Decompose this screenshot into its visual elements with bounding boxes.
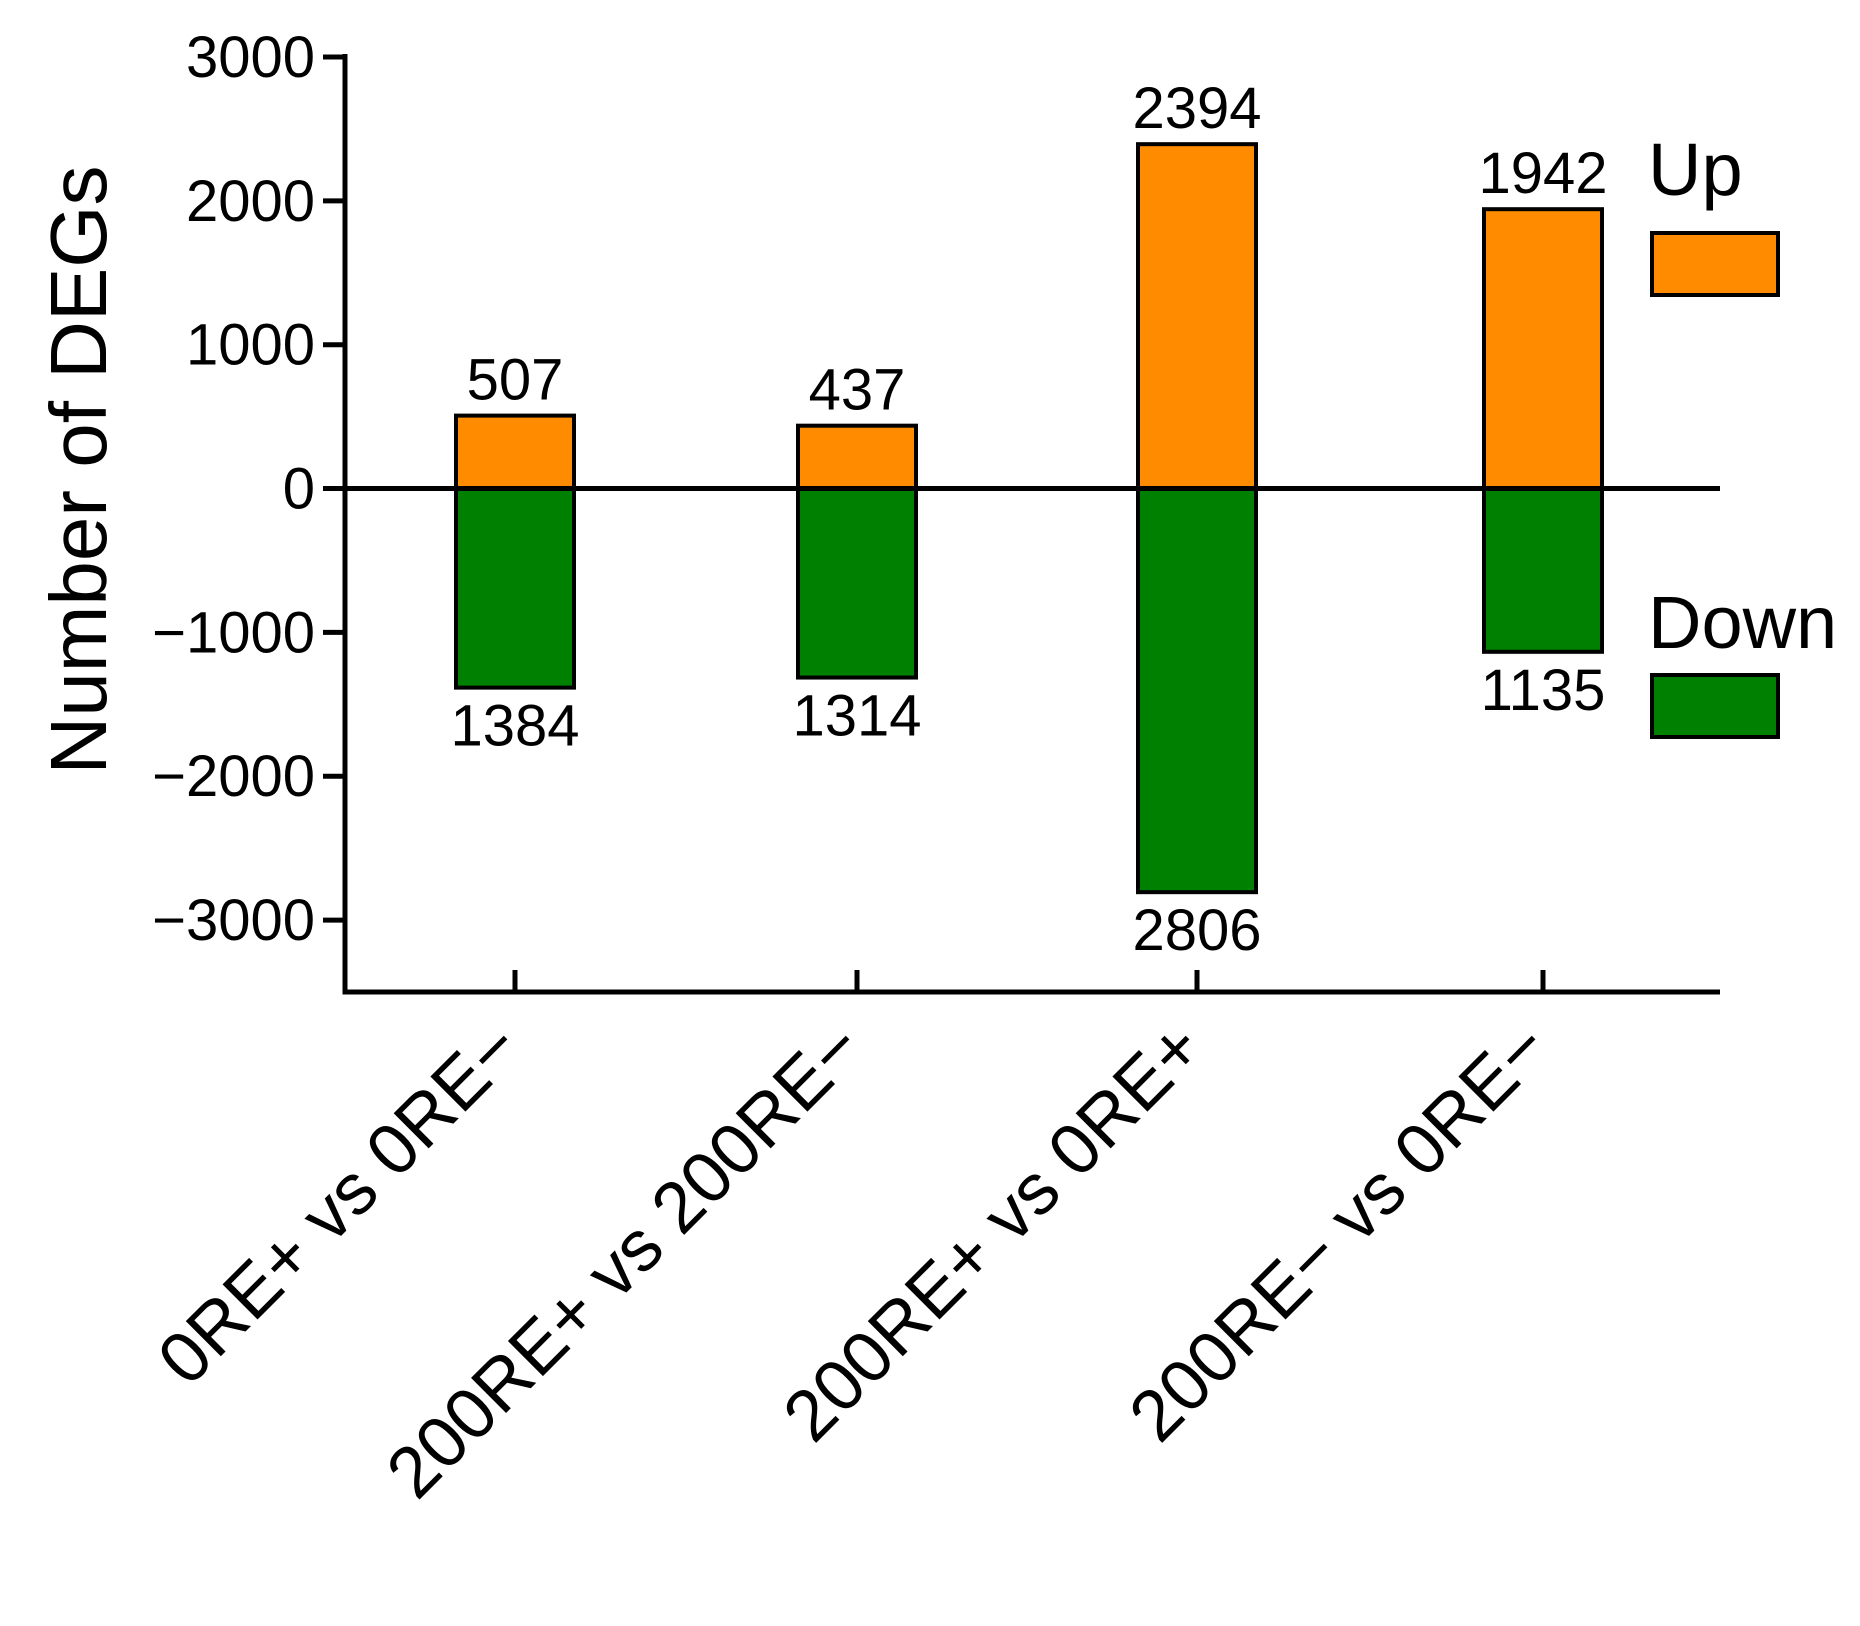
y-tick-label: −3000 [152,888,315,953]
axes-layer [342,54,1720,995]
bar-up [1482,207,1604,491]
y-tick-label: 1000 [186,313,315,378]
y-tick-label: 2000 [186,169,315,234]
x-category-label: 0RE+ vs 0RE− [143,1007,536,1400]
bar-down [1482,486,1604,654]
value-label-down: 2806 [1132,898,1261,963]
y-tick-label: −1000 [152,600,315,665]
y-tick-label: 3000 [186,25,315,90]
legend-label-down: Down [1648,581,1837,664]
value-label-down: 1135 [1481,658,1606,723]
y-tick-label: 0 [283,457,315,522]
bar-down [454,486,576,690]
x-ticks: 0RE+ vs 0RE−200RE+ vs 200RE−200RE+ vs 0R… [143,970,1564,1513]
value-labels: 507 1384 437 1314 2394 2806 1942 1135 [450,76,1607,963]
y-ticks: 3000 2000 1000 0 −1000 −2000 −3000 [152,25,345,953]
value-label-up: 437 [809,358,906,423]
bar-up [1136,142,1258,491]
legend-swatch-down [1650,673,1780,739]
value-label-up: 2394 [1132,76,1261,141]
y-axis-label: Number of DEGs [34,165,123,774]
bar-down [796,486,918,680]
bar-up [796,423,918,491]
y-tick-label: −2000 [152,744,315,809]
bar-up [454,413,576,491]
value-label-up: 1942 [1478,141,1607,206]
value-label-down: 1314 [792,684,921,749]
legend-swatch-up [1650,231,1780,297]
value-label-down: 1384 [450,694,579,759]
value-label-up: 507 [467,348,564,413]
bars-layer [454,142,1604,895]
legend-label-up: Up [1648,128,1743,211]
legend: Up Down [1648,128,1837,739]
bar-down [1136,486,1258,895]
